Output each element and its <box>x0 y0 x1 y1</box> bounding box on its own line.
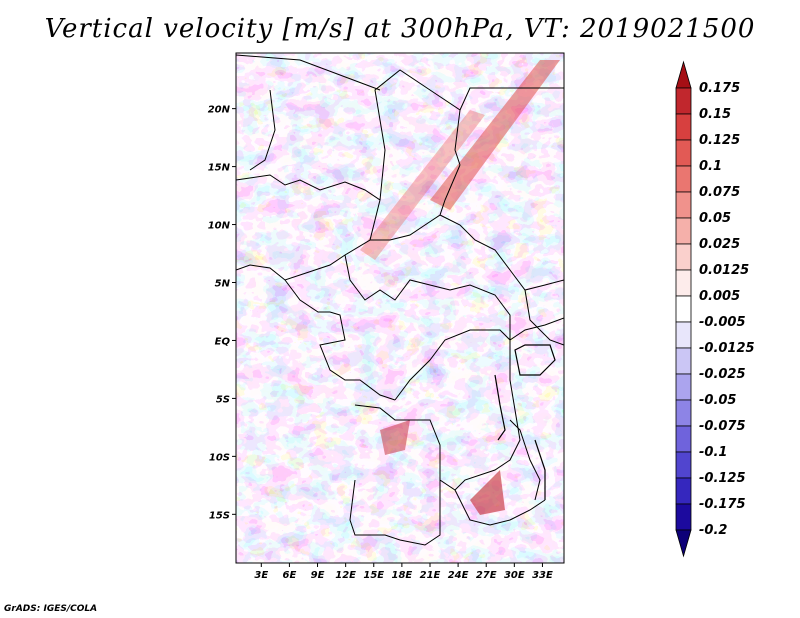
colorbar-segment <box>675 451 692 479</box>
colorbar-segment <box>675 60 692 89</box>
lake-victoria <box>514 344 556 376</box>
border-line <box>459 87 564 111</box>
lon-tick-label: 6E <box>283 570 297 581</box>
colorbar-label: 0.005 <box>699 289 740 304</box>
lon-tick-label: 3E <box>254 570 268 581</box>
border-line <box>509 317 564 341</box>
lon-tick-label: 33E <box>532 570 553 581</box>
border-line <box>349 479 441 546</box>
lat-tick-label: 5S <box>216 394 230 405</box>
field-streak <box>430 60 560 210</box>
colorbar-segment <box>675 217 692 245</box>
colorbar-segment <box>675 113 692 141</box>
country-borders <box>236 54 564 546</box>
colorbar-label: -0.05 <box>699 393 736 408</box>
colorbar-label: 0.05 <box>699 211 731 226</box>
colorbar-label: 0.15 <box>699 107 731 122</box>
border-line <box>370 164 461 241</box>
border-line <box>249 89 276 171</box>
colorbar-segment <box>675 399 692 427</box>
colorbar-segment <box>675 269 692 297</box>
colorbar-label: -0.0125 <box>699 341 755 356</box>
chart-title: Vertical velocity [m/s] at 300hPa, VT: 2… <box>44 14 756 44</box>
field-blob <box>380 420 410 455</box>
border-line <box>284 279 330 313</box>
colorbar-label: 0.125 <box>699 133 740 148</box>
colorbar: 0.175 0.15 0.125 0.1 0.075 0.05 0.025 0.0125 0.0… <box>675 60 755 558</box>
lon-tick-label: 15E <box>363 570 384 581</box>
colorbar-label: -0.1 <box>699 445 727 460</box>
colorbar-segment <box>675 139 692 167</box>
plot-frame <box>235 52 565 564</box>
field-blob <box>470 470 505 515</box>
colorbar-segment <box>675 373 692 401</box>
lat-tick-label: 10N <box>208 221 231 232</box>
border-line <box>374 69 461 201</box>
border-line <box>354 340 521 491</box>
border-line <box>454 489 546 526</box>
colorbar-label: 0.075 <box>699 185 740 200</box>
lakes <box>494 344 556 500</box>
lake-malawi <box>534 439 546 500</box>
colorbar-label: -0.075 <box>699 419 746 434</box>
border-line <box>236 54 381 91</box>
colorbar-label: -0.025 <box>699 367 746 382</box>
lat-tick-label: 5N <box>215 279 231 290</box>
border-line <box>509 419 541 501</box>
colorbar-segment <box>675 347 692 375</box>
lat-tick-label: 15S <box>209 510 230 521</box>
lon-tick-label: 18E <box>391 570 412 581</box>
colorbar-segment <box>675 165 692 193</box>
colorbar-label: -0.175 <box>699 497 746 512</box>
colorbar-segment <box>675 425 692 453</box>
grads-credit: GrADS: IGES/COLA <box>4 604 98 614</box>
field-streak <box>360 110 485 260</box>
colorbar-label: -0.005 <box>699 315 746 330</box>
lon-tick-label: 27E <box>476 570 497 581</box>
lake-tanganyika <box>494 374 506 441</box>
border-line <box>344 254 511 340</box>
lat-tick-label: 15N <box>208 163 231 174</box>
border-line <box>236 174 381 281</box>
border-line <box>524 289 564 346</box>
colorbar-label: -0.2 <box>699 523 727 538</box>
lon-tick-label: 21E <box>420 570 441 581</box>
border-line <box>439 214 564 291</box>
colorbar-segment <box>675 321 692 349</box>
colorbar-segment <box>675 243 692 271</box>
colorbar-segment <box>675 87 692 115</box>
colorbar-segment <box>675 529 692 558</box>
border-line <box>394 329 511 401</box>
colorbar-segment <box>675 191 692 219</box>
lat-tick-label: 10S <box>209 452 230 463</box>
velocity-field <box>236 53 564 563</box>
latitude-axis: 20N 15N 10N 5N EQ 5S 10S 15S <box>208 105 236 521</box>
longitude-axis: 3E 6E 9E 12E 15E 18E 21E 24E 27E 30E 33E <box>254 563 553 581</box>
colorbar-label: -0.125 <box>699 471 746 486</box>
field-texture <box>236 53 564 563</box>
lon-tick-label: 30E <box>504 570 525 581</box>
lat-tick-label: EQ <box>215 336 231 347</box>
colorbar-label: 0.1 <box>699 159 722 174</box>
border-line <box>319 311 396 401</box>
lon-tick-label: 9E <box>311 570 325 581</box>
colorbar-label: 0.175 <box>699 81 740 96</box>
colorbar-label: 0.0125 <box>699 263 749 278</box>
colorbar-segment <box>675 477 692 505</box>
lat-tick-label: 20N <box>208 105 231 116</box>
lon-tick-label: 12E <box>335 570 356 581</box>
colorbar-label: 0.025 <box>699 237 740 252</box>
colorbar-segment <box>675 503 692 531</box>
colorbar-segment <box>675 295 692 323</box>
lon-tick-label: 24E <box>448 570 469 581</box>
